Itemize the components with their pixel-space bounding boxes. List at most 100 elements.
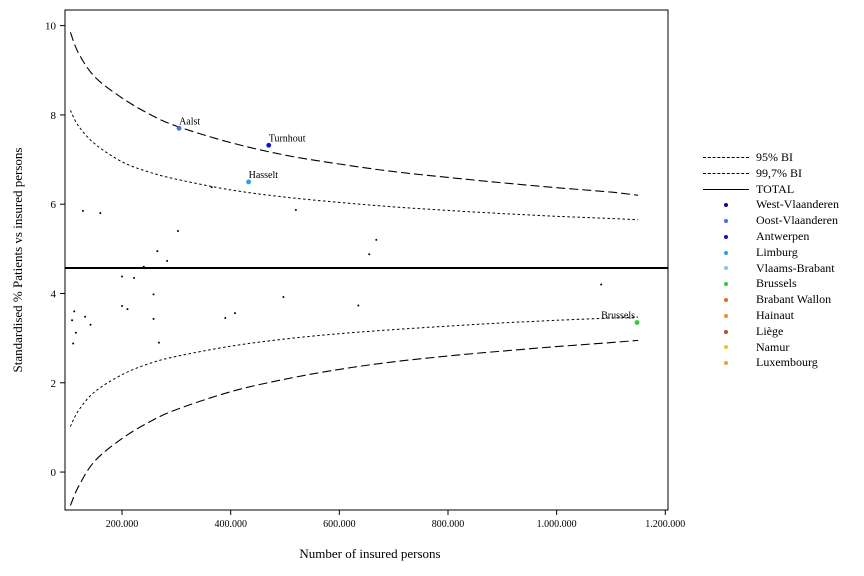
- x-tick-label: 200.000: [106, 519, 139, 530]
- ci997-upper-curve: [69, 32, 639, 196]
- point-label: Hasselt: [249, 170, 279, 181]
- legend-dot-icon: [702, 263, 750, 273]
- legend-dot-icon: [702, 200, 750, 210]
- funnel-curves: [69, 32, 639, 506]
- legend-line-icon: [702, 153, 750, 163]
- data-point: [71, 319, 74, 322]
- legend-line-icon: [702, 169, 750, 179]
- data-point: [81, 209, 84, 212]
- plot-frame: [64, 9, 669, 511]
- legend-label: 95% BI: [756, 150, 793, 164]
- data-point: [375, 238, 378, 241]
- legend-label: TOTAL: [756, 181, 795, 196]
- legend-item: 95% BI: [702, 150, 839, 166]
- x-tick-label: 400.000: [214, 519, 247, 530]
- legend-label: Vlaams-Brabant: [756, 260, 835, 275]
- x-tick-label: 800.000: [432, 519, 465, 530]
- labeled-point: [266, 142, 272, 148]
- data-point: [142, 265, 145, 268]
- legend-item: Oost-Vlaanderen: [702, 213, 839, 229]
- legend-item: Brabant Wallon: [702, 292, 839, 308]
- data-point: [121, 275, 124, 278]
- data-point: [166, 259, 169, 262]
- legend-dot-icon: [702, 248, 750, 258]
- legend-item: Vlaams-Brabant: [702, 261, 839, 277]
- legend-label: West-Vlaanderen: [756, 197, 839, 212]
- legend-item: TOTAL: [702, 182, 839, 198]
- legend-dot-icon: [702, 342, 750, 352]
- legend: 95% BI 99,7% BI TOTAL West-Vlaanderen Oost-V…: [702, 150, 839, 371]
- legend-item: West-Vlaanderen: [702, 197, 839, 213]
- data-point: [89, 323, 92, 326]
- labeled-point: [634, 320, 640, 325]
- legend-dot-icon: [702, 279, 750, 289]
- data-point: [74, 331, 77, 334]
- point-label: Brussels: [601, 311, 635, 322]
- legend-item: Brussels: [702, 276, 839, 292]
- data-point: [282, 296, 285, 299]
- legend-item: Hainaut: [702, 308, 839, 324]
- y-tick-label: 10: [45, 21, 57, 33]
- ci95-lower-curve: [69, 316, 639, 427]
- legend-label: Hainaut: [756, 307, 794, 322]
- data-point: [210, 186, 213, 189]
- legend-dot-icon: [702, 232, 750, 242]
- data-points: Aalst Turnhout Hasselt Brussels: [71, 116, 640, 345]
- data-point: [152, 293, 155, 296]
- legend-item: Liège: [702, 324, 839, 340]
- legend-dot-icon: [702, 216, 750, 226]
- y-tick-label: 4: [51, 288, 57, 300]
- legend-item: 99,7% BI: [702, 166, 839, 182]
- x-tick-label: 600.000: [323, 519, 356, 530]
- data-point: [132, 276, 135, 279]
- data-point: [156, 250, 159, 253]
- ci997-lower-curve: [69, 339, 639, 506]
- y-tick-label: 2: [51, 378, 57, 390]
- data-point: [73, 310, 76, 313]
- y-axis: 0 2 4 6 8 10: [45, 21, 65, 479]
- data-point: [152, 317, 155, 320]
- legend-label: Antwerpen: [756, 228, 810, 243]
- y-axis-label: Standardised % Patients vs insured perso…: [10, 148, 25, 373]
- data-point: [357, 304, 360, 307]
- data-point: [294, 209, 297, 211]
- legend-label: Brabant Wallon: [756, 292, 832, 307]
- data-point: [121, 304, 124, 307]
- y-tick-label: 8: [51, 110, 57, 122]
- data-point: [84, 315, 87, 318]
- data-point: [224, 317, 227, 320]
- data-point: [600, 283, 603, 286]
- data-point: [234, 312, 237, 315]
- x-axis: 200.000 400.000 600.000 800.000 1.000.000 1.2…: [106, 510, 685, 530]
- ci95-upper-curve: [69, 110, 639, 221]
- data-point: [176, 229, 179, 232]
- y-tick-label: 6: [51, 199, 57, 211]
- point-label: Turnhout: [269, 133, 306, 144]
- legend-label: Brussels: [756, 276, 797, 291]
- x-tick-label: 1.000.000: [537, 519, 577, 530]
- legend-label: Oost-Vlaanderen: [756, 213, 838, 228]
- legend-label: Liège: [756, 323, 784, 338]
- legend-item: Antwerpen: [702, 229, 839, 245]
- legend-label: 99,7% BI: [756, 165, 802, 180]
- y-tick-label: 0: [51, 467, 57, 479]
- legend-dot-icon: [702, 327, 750, 337]
- labeled-point: [176, 125, 182, 131]
- data-point: [126, 308, 129, 311]
- legend-line-icon: [702, 184, 750, 194]
- legend-label: Namur: [756, 339, 790, 354]
- legend-item: Namur: [702, 340, 839, 356]
- data-point: [72, 342, 75, 345]
- data-point: [99, 212, 102, 215]
- data-point: [157, 341, 160, 344]
- legend-dot-icon: [702, 358, 750, 368]
- legend-item: Limburg: [702, 245, 839, 261]
- legend-label: Limburg: [756, 244, 798, 259]
- x-axis-label: Number of insured persons: [299, 546, 440, 561]
- legend-dot-icon: [702, 295, 750, 305]
- legend-item: Luxembourg: [702, 355, 839, 371]
- data-point: [368, 253, 371, 256]
- point-label: Aalst: [179, 116, 200, 127]
- labeled-point: [246, 179, 252, 185]
